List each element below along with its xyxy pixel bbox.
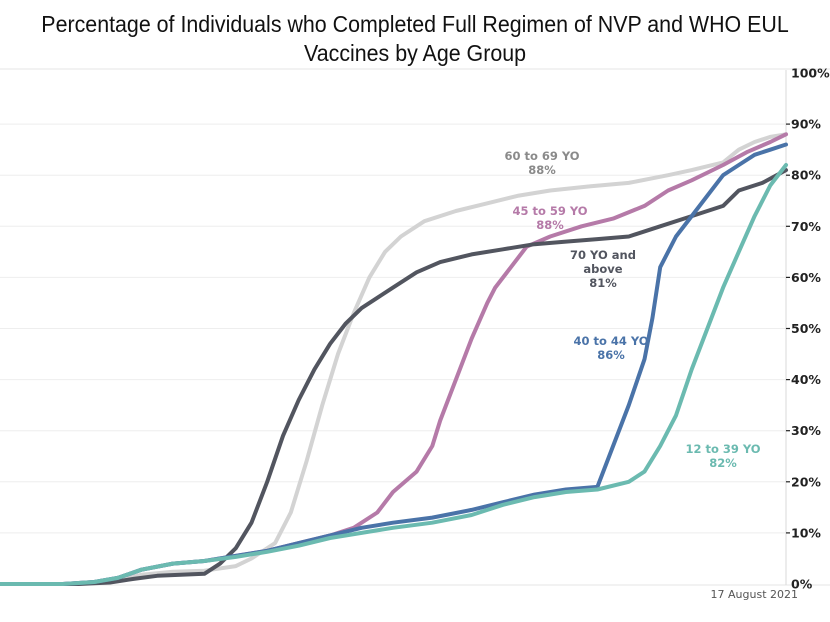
y-tick-label: 100% — [791, 66, 830, 81]
y-tick-label: 50% — [791, 321, 821, 336]
annotation-value: 81% — [589, 276, 617, 290]
annotation-label: above — [583, 262, 622, 276]
annotation-value: 82% — [709, 456, 737, 470]
chart-title-line-2: Vaccines by Age Group — [304, 40, 527, 66]
annotation-45-to-59-yo: 45 to 59 YO 88% — [512, 204, 587, 232]
y-tick-label: 0% — [791, 577, 813, 592]
chart-title: Percentage of Individuals who Completed … — [0, 10, 830, 68]
y-tick-label: 60% — [791, 270, 821, 285]
series-annotations: 60 to 69 YO 88%45 to 59 YO 88%70 YO and abo… — [504, 149, 760, 470]
annotation-label: 45 to 59 YO — [512, 204, 587, 218]
annotation-label: 60 to 69 YO — [504, 149, 579, 163]
footer-date: 17 August 2021 — [710, 588, 798, 601]
series-line-60-to-69-yo — [0, 132, 788, 586]
chart-title-line-1: Percentage of Individuals who Completed … — [41, 11, 789, 37]
annotation-60-to-69-yo: 60 to 69 YO 88% — [504, 149, 579, 177]
series-line-12-to-39-yo — [0, 163, 788, 586]
y-tick-label: 70% — [791, 219, 821, 234]
y-tick-label: 20% — [791, 474, 821, 489]
annotation-label: 70 YO and — [570, 248, 636, 262]
y-tick-label: 30% — [791, 423, 821, 438]
y-tick-label: 90% — [791, 117, 821, 132]
annotation-value: 86% — [597, 348, 625, 362]
series-line-40-to-44-yo — [0, 142, 788, 586]
y-tick-label: 40% — [791, 372, 821, 387]
y-axis-ticks: 0% 10% 20% 30% 40% 50% 60% 70% 80% 90% 100% — [786, 66, 830, 592]
y-tick-label: 80% — [791, 168, 821, 183]
grid-lines — [0, 123, 830, 586]
annotation-40-to-44-yo: 40 to 44 YO 86% — [573, 334, 648, 362]
annotation-label: 40 to 44 YO — [573, 334, 648, 348]
annotation-70-yo-and-above: 70 YO and above 81% — [570, 248, 636, 290]
series-lines — [0, 132, 788, 586]
annotation-label: 12 to 39 YO — [685, 442, 760, 456]
annotation-value: 88% — [536, 218, 564, 232]
annotation-value: 88% — [528, 163, 556, 177]
y-tick-label: 10% — [791, 525, 821, 540]
annotation-12-to-39-yo: 12 to 39 YO 82% — [685, 442, 760, 470]
series-line-45-to-59-yo — [0, 132, 788, 586]
